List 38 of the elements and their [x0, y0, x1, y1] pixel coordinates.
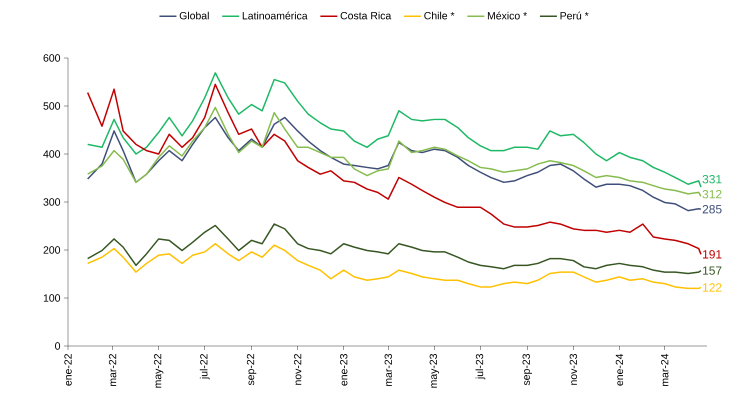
y-tick-label: 200: [44, 246, 60, 254]
data-label: 331: [702, 174, 722, 184]
x-tick-label: ene-23: [340, 354, 348, 386]
x-tick-label: ene-22: [64, 354, 72, 386]
y-tick-label: 0: [55, 342, 60, 350]
x-tick-label: may-23: [430, 354, 440, 388]
x-tick-label: nov-22: [294, 354, 302, 385]
y-tick-label: 400: [43, 150, 60, 158]
x-tick-label: ene-24: [616, 354, 624, 386]
x-tick-label: mar-22: [108, 354, 116, 386]
y-tick-label: 600: [44, 54, 60, 62]
data-label: 312: [702, 190, 722, 198]
x-tick-label: sep-23: [522, 354, 532, 386]
legend-label: Global: [180, 12, 209, 20]
x-tick-label: may-22: [154, 354, 164, 388]
legend-label: Latinoamérica: [242, 12, 308, 20]
data-label: 157: [703, 266, 722, 275]
y-tick-label: 300: [43, 198, 60, 206]
line-series: [86, 243, 702, 290]
x-tick-label: mar-23: [384, 354, 392, 386]
x-tick-label: jul-22: [200, 354, 210, 380]
data-label: 122: [703, 283, 722, 292]
legend-label: Costa Rica: [340, 12, 392, 20]
line-series: [86, 223, 702, 274]
data-label: 285: [702, 204, 722, 214]
legend-label: Perú *: [560, 12, 589, 20]
legend-label: México *: [488, 12, 527, 20]
data-label: 191: [703, 250, 722, 259]
y-tick-label: 100: [44, 294, 60, 302]
line-series: [86, 106, 702, 197]
x-tick-label: nov-23: [570, 354, 578, 385]
line-series: [86, 116, 702, 212]
line-series: [86, 72, 702, 188]
x-tick-label: mar-24: [661, 354, 668, 386]
x-tick-label: jul-23: [476, 354, 486, 380]
y-tick-label: 500: [43, 102, 60, 110]
x-tick-label: sep-22: [246, 354, 256, 386]
legend-label: Chile *: [424, 12, 454, 20]
